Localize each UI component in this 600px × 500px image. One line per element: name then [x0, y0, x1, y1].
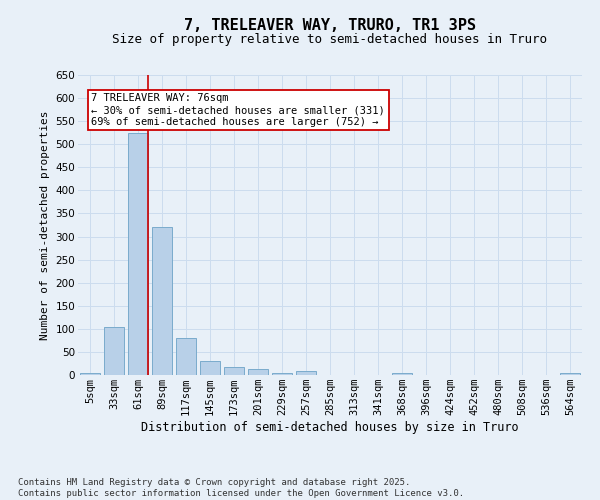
Text: Contains HM Land Registry data © Crown copyright and database right 2025.
Contai: Contains HM Land Registry data © Crown c…	[18, 478, 464, 498]
Text: Size of property relative to semi-detached houses in Truro: Size of property relative to semi-detach…	[113, 32, 548, 46]
Bar	[392, 372, 412, 375]
Bar	[152, 228, 172, 375]
Text: 7, TRELEAVER WAY, TRURO, TR1 3PS: 7, TRELEAVER WAY, TRURO, TR1 3PS	[184, 18, 476, 32]
Y-axis label: Number of semi-detached properties: Number of semi-detached properties	[40, 110, 50, 340]
Bar	[224, 366, 244, 375]
Bar	[296, 372, 316, 375]
Bar	[104, 326, 124, 375]
Bar	[176, 338, 196, 375]
Bar	[560, 372, 580, 375]
Bar	[272, 372, 292, 375]
Bar	[80, 372, 100, 375]
Bar	[128, 132, 148, 375]
Bar	[200, 361, 220, 375]
Text: 7 TRELEAVER WAY: 76sqm
← 30% of semi-detached houses are smaller (331)
69% of se: 7 TRELEAVER WAY: 76sqm ← 30% of semi-det…	[91, 94, 385, 126]
Bar	[248, 368, 268, 375]
X-axis label: Distribution of semi-detached houses by size in Truro: Distribution of semi-detached houses by …	[141, 421, 519, 434]
